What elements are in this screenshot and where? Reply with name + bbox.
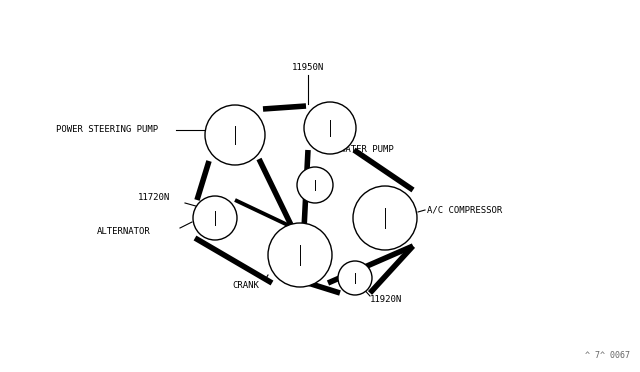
- Text: 11950N: 11950N: [292, 62, 324, 71]
- Circle shape: [297, 167, 333, 203]
- Circle shape: [193, 196, 237, 240]
- Text: 11920N: 11920N: [370, 295, 403, 305]
- Circle shape: [304, 102, 356, 154]
- Circle shape: [205, 105, 265, 165]
- Circle shape: [338, 261, 372, 295]
- Circle shape: [353, 186, 417, 250]
- Text: CRANK: CRANK: [232, 280, 259, 289]
- Text: POWER STEERING PUMP: POWER STEERING PUMP: [56, 125, 158, 135]
- Text: WATER PUMP: WATER PUMP: [340, 145, 394, 154]
- Text: A/C COMPRESSOR: A/C COMPRESSOR: [427, 205, 502, 215]
- Circle shape: [268, 223, 332, 287]
- Text: ^ 7^ 0067: ^ 7^ 0067: [585, 351, 630, 360]
- Text: 11720N: 11720N: [138, 193, 170, 202]
- Text: ALTERNATOR: ALTERNATOR: [97, 228, 151, 237]
